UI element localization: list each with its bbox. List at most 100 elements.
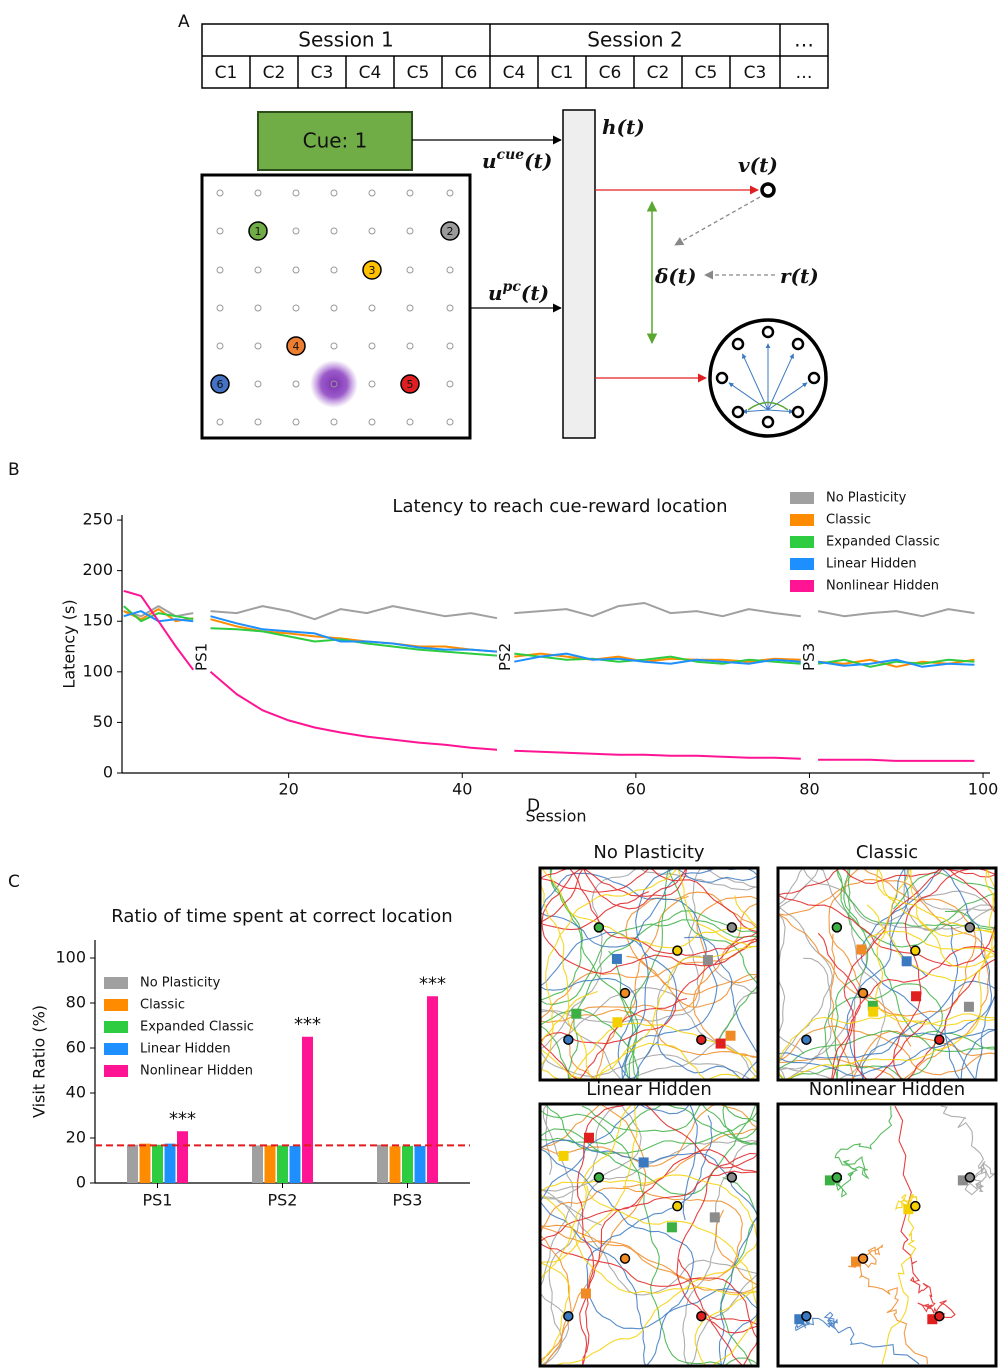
y-tick-label: 40 <box>66 1083 86 1102</box>
trajectory <box>540 1104 758 1366</box>
bar <box>389 1146 401 1183</box>
place-cell <box>254 304 262 312</box>
cue-cell: C1 <box>215 63 238 83</box>
place-cell <box>330 380 338 388</box>
place-cell <box>216 227 224 235</box>
cue-cell: C5 <box>695 63 718 83</box>
trajectory-frame <box>776 866 998 1082</box>
action-node <box>715 371 729 385</box>
cue-marker <box>696 1310 707 1322</box>
place-cell <box>446 342 454 350</box>
cue-location-label: 2 <box>447 225 454 238</box>
math-sup: cue <box>497 147 525 163</box>
y-tick-label: 60 <box>66 1038 86 1057</box>
bar <box>414 1145 426 1183</box>
legend-label: Expanded Classic <box>140 1020 254 1035</box>
bar <box>127 1144 138 1183</box>
cue-cell: C6 <box>455 63 478 83</box>
math-base: u <box>482 149 497 173</box>
trajectory <box>540 868 758 1080</box>
trajectory <box>778 868 996 1080</box>
cue-marker <box>672 1200 683 1212</box>
place-cell <box>292 266 300 274</box>
x-tick-label: PS3 <box>393 1191 423 1210</box>
goal-square <box>901 956 912 967</box>
goal-square <box>666 1222 677 1233</box>
goal-square <box>868 1006 879 1017</box>
trajectory <box>540 1104 758 1366</box>
x-tick-label: PS1 <box>143 1191 173 1210</box>
cue-box-label: Cue: 1 <box>303 129 368 153</box>
x-axis-label: Session <box>525 807 586 826</box>
cue-marker <box>964 922 976 933</box>
place-cell <box>368 304 376 312</box>
goal-square <box>612 1017 623 1028</box>
trajectory <box>540 868 758 1080</box>
cue-cell: C4 <box>359 63 382 83</box>
legend-label: Classic <box>140 998 185 1013</box>
place-cell <box>216 266 224 274</box>
action-node <box>791 405 805 419</box>
trajectory <box>540 1104 758 1366</box>
place-cell <box>216 418 224 426</box>
trajectories <box>540 868 758 1080</box>
value-node <box>760 182 776 198</box>
legend-swatch <box>790 514 814 526</box>
goal-square <box>963 1001 974 1012</box>
legend-label: No Plasticity <box>826 491 907 506</box>
cue-marker <box>934 1310 945 1322</box>
bar <box>139 1143 151 1183</box>
trajectory <box>778 868 996 1080</box>
cue-cell: C2 <box>647 63 670 83</box>
cue-cell: … <box>796 63 813 83</box>
cue-marker <box>726 922 738 933</box>
trajectory <box>778 868 996 1080</box>
place-cell <box>406 189 414 197</box>
cue-marker <box>964 1172 976 1183</box>
action-node <box>807 371 821 385</box>
place-cell <box>254 189 262 197</box>
probe-label: PS2 <box>496 643 514 671</box>
y-tick-label: 0 <box>76 1173 86 1192</box>
goal-square <box>867 1000 878 1011</box>
trajectory <box>778 868 996 1080</box>
cue-marker <box>934 1034 945 1045</box>
goal-square <box>957 1175 968 1186</box>
trajectory <box>940 1105 996 1196</box>
place-cell <box>368 189 376 197</box>
place-cell <box>446 266 454 274</box>
x-tick-label: 20 <box>278 780 298 799</box>
goal-square <box>794 1314 805 1325</box>
math-label: upc(t) <box>488 279 549 305</box>
math-arg: (t) <box>524 149 552 173</box>
cue-marker <box>593 1172 605 1183</box>
legend-swatch <box>790 492 814 504</box>
place-cell <box>446 304 454 312</box>
trajectory <box>540 868 758 1080</box>
place-cell <box>330 418 338 426</box>
legend-label: Classic <box>826 513 871 528</box>
place-cell <box>406 418 414 426</box>
legend-swatch <box>104 1043 128 1055</box>
significance-label: *** <box>169 1108 196 1129</box>
x-tick-label: PS2 <box>268 1191 298 1210</box>
goal-square <box>903 1204 914 1215</box>
cue-cell: C1 <box>551 63 574 83</box>
legend-swatch <box>104 977 128 989</box>
bar <box>152 1144 163 1183</box>
trajectory <box>833 1105 893 1198</box>
cue-location <box>400 374 420 394</box>
bar <box>289 1145 301 1183</box>
legend-label: Nonlinear Hidden <box>140 1064 253 1079</box>
cue-marker <box>619 1253 631 1264</box>
goal-square <box>702 955 713 966</box>
action-node <box>731 405 745 419</box>
goal-square <box>638 1157 649 1168</box>
place-cell <box>254 342 262 350</box>
cue-marker <box>563 1310 574 1322</box>
place-cell <box>368 227 376 235</box>
cue-location-label: 5 <box>407 378 414 391</box>
cue-marker <box>857 987 869 999</box>
probe-label: PS3 <box>800 643 818 671</box>
place-cell <box>406 342 414 350</box>
